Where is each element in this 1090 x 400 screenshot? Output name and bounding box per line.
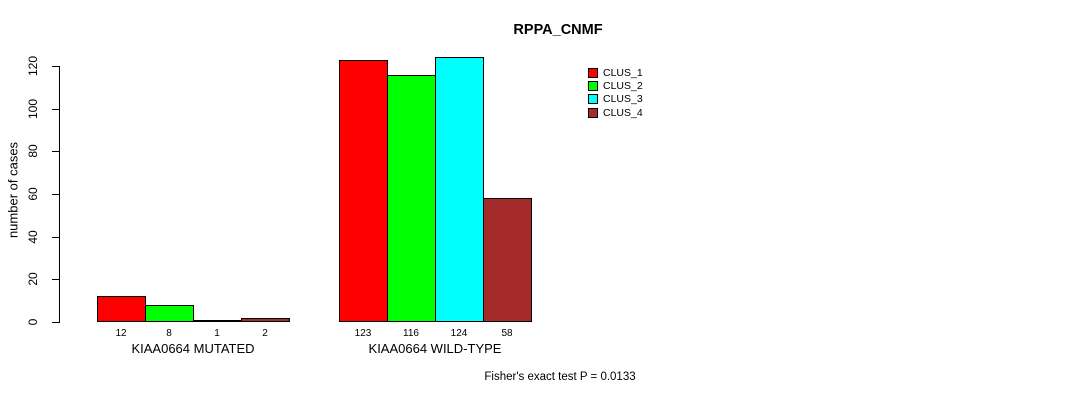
bar-value-label: 8 (166, 328, 172, 339)
bar-value-label: 12 (115, 328, 127, 339)
bar-value-label: 58 (501, 328, 513, 339)
y-axis-tick (52, 279, 59, 280)
bar-clus_2 (145, 305, 194, 322)
chart-title: RPPA_CNMF (513, 22, 603, 38)
legend-swatch-clus-2 (588, 81, 598, 92)
bar-clus_4 (241, 318, 290, 322)
legend-swatch-clus-3 (588, 94, 598, 105)
bar-clus_2 (387, 75, 436, 322)
y-axis-tick-label: 60 (26, 187, 40, 201)
legend: CLUS_1 CLUS_2 CLUS_3 CLUS_4 (588, 66, 643, 120)
legend-swatch-clus-1 (588, 67, 598, 78)
y-axis-tick (52, 66, 59, 67)
y-axis-tick-label: 80 (26, 144, 40, 158)
y-axis-line (59, 66, 60, 323)
legend-item-clus-2: CLUS_2 (588, 79, 643, 92)
legend-swatch-clus-4 (588, 107, 598, 118)
bar-clus_3 (435, 57, 484, 322)
legend-label-clus-3: CLUS_3 (603, 93, 643, 106)
legend-item-clus-1: CLUS_1 (588, 66, 643, 79)
bar-clus_3 (193, 320, 242, 322)
category-label-mutated: KIAA0664 MUTATED (131, 341, 255, 356)
legend-item-clus-3: CLUS_3 (588, 93, 643, 106)
y-axis-tick (52, 237, 59, 238)
bar-value-label: 123 (354, 328, 372, 339)
legend-label-clus-2: CLUS_2 (603, 80, 643, 93)
y-axis-tick (52, 109, 59, 110)
y-axis-tick (52, 151, 59, 152)
legend-item-clus-4: CLUS_4 (588, 106, 643, 119)
bar-value-label: 2 (262, 328, 268, 339)
category-label-wild-type: KIAA0664 WILD-TYPE (368, 341, 502, 356)
legend-label-clus-1: CLUS_1 (603, 66, 643, 79)
bar-value-label: 1 (214, 328, 220, 339)
bar-clus_4 (483, 198, 532, 322)
y-axis-label: number of cases (5, 141, 21, 239)
y-axis-tick-label: 20 (26, 272, 40, 286)
legend-label-clus-4: CLUS_4 (603, 106, 643, 119)
bar-clus_1 (97, 296, 146, 322)
bar-value-label: 116 (403, 328, 419, 339)
y-axis-tick (52, 194, 59, 195)
annotation-fisher-test: Fisher's exact test P = 0.0133 (484, 371, 636, 383)
y-axis-tick-label: 100 (26, 98, 40, 120)
bar-value-label: 124 (450, 328, 468, 339)
y-axis-tick (52, 322, 59, 323)
y-axis-tick-label: 0 (26, 318, 40, 326)
y-axis-tick-label: 120 (26, 55, 40, 77)
y-axis-tick-label: 40 (26, 230, 40, 244)
bar-clus_1 (339, 60, 388, 322)
